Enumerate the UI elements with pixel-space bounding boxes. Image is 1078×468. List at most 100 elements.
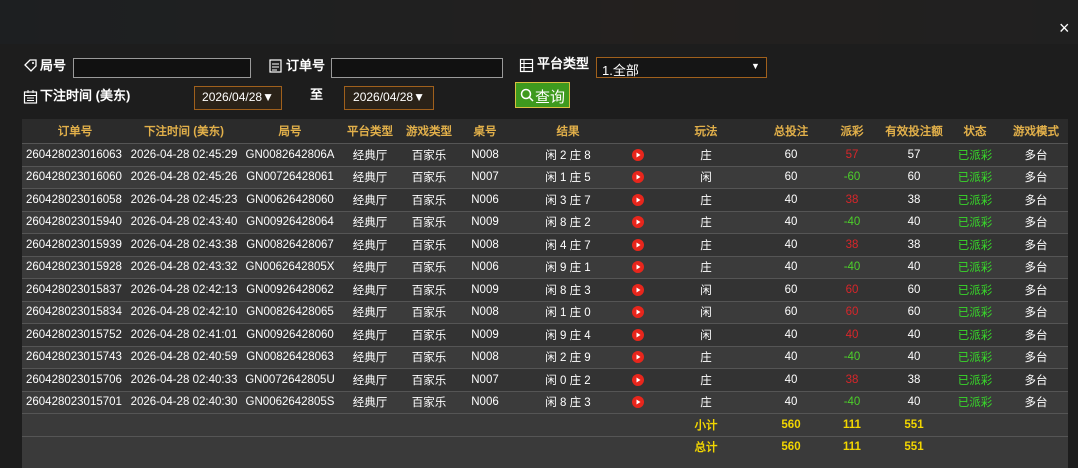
cell: 60 xyxy=(760,278,822,302)
cell: 40 xyxy=(882,256,946,279)
column-header: 桌号 xyxy=(458,119,512,144)
column-header: 状态 xyxy=(946,119,1004,144)
play-icon[interactable] xyxy=(632,351,644,364)
column-header: 下注时间 (美东) xyxy=(128,119,240,144)
cell: 260428023015706 xyxy=(22,368,128,392)
video-cell xyxy=(624,166,652,189)
cell: 经典厅 xyxy=(340,323,400,347)
cell: 260428023015752 xyxy=(22,323,128,347)
date-from[interactable]: 2026/04/28▼ xyxy=(194,86,282,110)
cell: 已派彩 xyxy=(946,301,1004,324)
cell: N009 xyxy=(458,323,512,347)
cell: 260428023015743 xyxy=(22,346,128,369)
play-icon[interactable] xyxy=(632,283,644,296)
tag-icon xyxy=(24,59,37,72)
close-button[interactable]: × xyxy=(1059,18,1070,38)
round-input[interactable] xyxy=(73,58,251,78)
cell: 2026-04-28 02:40:59 xyxy=(128,346,240,369)
empty-cell xyxy=(946,436,1068,459)
cell: -40 xyxy=(822,391,882,414)
cell: N007 xyxy=(458,166,512,189)
column-header: 订单号 xyxy=(22,119,128,144)
cell: 60 xyxy=(822,301,882,324)
cell: 百家乐 xyxy=(400,301,458,324)
platform-icon xyxy=(519,58,534,73)
cell: 经典厅 xyxy=(340,166,400,189)
select-arrow: ▼ xyxy=(751,61,760,71)
summary-row: 小计 560 111 551 xyxy=(22,413,1068,437)
order-input[interactable] xyxy=(331,58,503,78)
cell: 60 xyxy=(760,301,822,324)
cell: 260428023015939 xyxy=(22,233,128,257)
cell: 多台 xyxy=(1004,278,1068,302)
cell: -40 xyxy=(822,256,882,279)
play-icon[interactable] xyxy=(632,171,644,184)
cell: 庄 xyxy=(652,256,760,279)
cell: 经典厅 xyxy=(340,301,400,324)
cell: 40 xyxy=(822,323,882,347)
video-cell xyxy=(624,211,652,234)
cell: 百家乐 xyxy=(400,188,458,212)
cell: 闲 3 庄 7 xyxy=(512,188,624,212)
play-icon[interactable] xyxy=(632,306,644,319)
play-icon[interactable] xyxy=(632,216,644,229)
cell: 百家乐 xyxy=(400,211,458,234)
play-icon[interactable] xyxy=(632,261,644,274)
column-header: 局号 xyxy=(240,119,340,144)
cell: 闲 1 庄 0 xyxy=(512,301,624,324)
time-label: 下注时间 (美东) xyxy=(40,88,131,103)
play-icon[interactable] xyxy=(632,373,644,386)
cell: 多台 xyxy=(1004,143,1068,167)
cell: 已派彩 xyxy=(946,188,1004,212)
cell: GN00926428062 xyxy=(240,278,340,302)
cell: 已派彩 xyxy=(946,278,1004,302)
calendar-icon xyxy=(23,90,38,104)
cell: GN00826428065 xyxy=(240,301,340,324)
cell: GN00826428063 xyxy=(240,346,340,369)
record-row: 260428023015928 2026-04-28 02:43:32 GN0062… xyxy=(22,256,1068,279)
cell: 闲 4 庄 7 xyxy=(512,233,624,257)
cell: 多台 xyxy=(1004,256,1068,279)
table-footer xyxy=(22,457,1068,468)
play-icon[interactable] xyxy=(632,148,644,161)
cell: 40 xyxy=(760,188,822,212)
cell: N006 xyxy=(458,391,512,414)
cell: 60 xyxy=(760,166,822,189)
summary-row: 总计 560 111 551 xyxy=(22,436,1068,459)
play-icon[interactable] xyxy=(632,238,644,251)
play-icon[interactable] xyxy=(632,193,644,206)
video-cell xyxy=(624,391,652,414)
platform-select[interactable]: 1.全部 ▼ xyxy=(596,57,767,78)
cell: 百家乐 xyxy=(400,233,458,257)
cell: 38 xyxy=(882,188,946,212)
cell: 60 xyxy=(822,278,882,302)
cell: 已派彩 xyxy=(946,323,1004,347)
play-icon[interactable] xyxy=(632,396,644,409)
cell: 38 xyxy=(822,368,882,392)
cell: 庄 xyxy=(652,368,760,392)
cell: 多台 xyxy=(1004,391,1068,414)
cell: 40 xyxy=(760,391,822,414)
cell: GN00626428060 xyxy=(240,188,340,212)
cell: 百家乐 xyxy=(400,143,458,167)
video-cell xyxy=(624,346,652,369)
column-header: 结果 xyxy=(512,119,624,144)
search-button[interactable]: 查询 xyxy=(515,82,570,108)
cell: 多台 xyxy=(1004,211,1068,234)
cell: 260428023015928 xyxy=(22,256,128,279)
cell: 经典厅 xyxy=(340,211,400,234)
play-icon[interactable] xyxy=(632,328,644,341)
cell: 2026-04-28 02:40:30 xyxy=(128,391,240,414)
cell: 已派彩 xyxy=(946,143,1004,167)
column-header: 游戏模式 xyxy=(1004,119,1068,144)
to-label: 至 xyxy=(310,87,324,102)
cell: 闲 0 庄 2 xyxy=(512,368,624,392)
cell: 闲 xyxy=(652,278,760,302)
date-to[interactable]: 2026/04/28▼ xyxy=(344,86,434,110)
header-row: 订单号 下注时间 (美东) 局号 平台类型 游戏类型 桌号 结果 玩法 总投注 派彩 有效投注额 状态… xyxy=(22,119,1068,144)
cell: 多台 xyxy=(1004,301,1068,324)
cell: 经典厅 xyxy=(340,233,400,257)
cell: 多台 xyxy=(1004,188,1068,212)
cell: 庄 xyxy=(652,188,760,212)
